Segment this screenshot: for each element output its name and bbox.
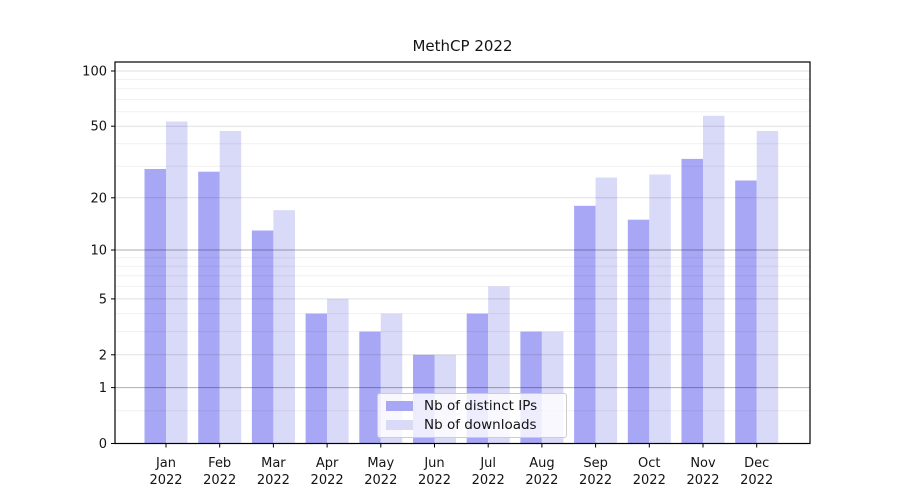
legend: Nb of distinct IPs Nb of downloads xyxy=(377,393,567,438)
x-tick-label-month: Aug xyxy=(529,456,554,471)
bar-feb-downloads xyxy=(219,131,242,444)
x-tick-label-year: 2022 xyxy=(525,473,558,488)
bar-jan-downloads xyxy=(166,121,188,444)
x-tick-label-month: Jul xyxy=(479,456,496,471)
x-tick-label-month: Jan xyxy=(155,456,176,471)
x-tick-label-month: May xyxy=(367,456,394,471)
bar-nov-downloads xyxy=(703,115,725,444)
x-tick-label-year: 2022 xyxy=(257,473,290,488)
x-tick-label-month: Jun xyxy=(423,456,444,471)
y-tick-label: 10 xyxy=(90,244,107,259)
bar-oct-downloads xyxy=(649,174,671,444)
x-tick-label-month: Apr xyxy=(316,456,339,471)
y-tick-label: 2 xyxy=(99,348,107,363)
y-tick-label: 0 xyxy=(99,437,107,452)
x-tick-label-month: Sep xyxy=(583,456,608,471)
y-tick-label: 50 xyxy=(90,120,107,135)
x-tick-label-year: 2022 xyxy=(149,473,182,488)
bar-jan-distinct-ips xyxy=(144,169,166,444)
x-tick-label-year: 2022 xyxy=(633,473,666,488)
x-tick-label-month: Nov xyxy=(690,456,716,471)
x-tick-label-year: 2022 xyxy=(740,473,773,488)
x-tick-label-month: Mar xyxy=(261,456,286,471)
legend-item-downloads: Nb of downloads xyxy=(386,417,566,433)
x-tick-label-year: 2022 xyxy=(472,473,505,488)
bar-nov-distinct-ips xyxy=(681,158,703,444)
legend-label-downloads: Nb of downloads xyxy=(424,417,537,433)
bar-oct-distinct-ips xyxy=(627,219,650,444)
legend-item-distinct-ips: Nb of distinct IPs xyxy=(386,398,566,414)
x-tick-label-year: 2022 xyxy=(311,473,344,488)
x-tick-label-month: Dec xyxy=(744,456,769,471)
legend-swatch-downloads xyxy=(386,420,413,430)
bar-apr-downloads xyxy=(327,298,349,444)
x-tick-label-month: Feb xyxy=(208,456,231,471)
x-tick-label-year: 2022 xyxy=(364,473,397,488)
bar-sep-downloads xyxy=(595,177,618,444)
plot-border xyxy=(114,61,811,445)
x-tick-label-year: 2022 xyxy=(686,473,719,488)
bar-dec-downloads xyxy=(756,131,779,444)
bar-may-distinct-ips xyxy=(359,331,381,444)
legend-swatch-distinct-ips xyxy=(386,401,413,411)
y-tick-label: 100 xyxy=(82,65,107,80)
bar-mar-downloads xyxy=(273,210,295,444)
x-tick-label-year: 2022 xyxy=(579,473,612,488)
bar-feb-distinct-ips xyxy=(198,171,220,444)
y-tick-label: 5 xyxy=(99,292,107,307)
x-tick-label-year: 2022 xyxy=(418,473,451,488)
bar-sep-distinct-ips xyxy=(574,205,596,444)
x-tick-label-year: 2022 xyxy=(203,473,236,488)
bar-apr-distinct-ips xyxy=(305,313,328,444)
bar-dec-distinct-ips xyxy=(735,180,757,444)
chart-title: MethCP 2022 xyxy=(412,37,513,55)
x-tick-label-month: Oct xyxy=(638,456,660,471)
y-tick-label: 20 xyxy=(90,191,107,206)
y-tick-label: 1 xyxy=(99,381,107,396)
bar-mar-distinct-ips xyxy=(251,230,274,444)
legend-label-distinct-ips: Nb of distinct IPs xyxy=(424,398,538,414)
